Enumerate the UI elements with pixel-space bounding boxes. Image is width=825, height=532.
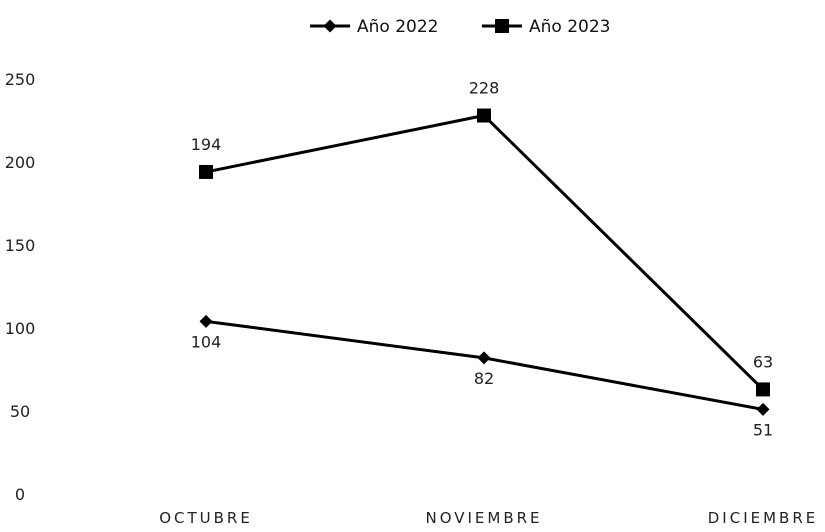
series-año-2023: 194 228 63 bbox=[191, 79, 773, 397]
series-layer: 104 82 51 194 228 63 bbox=[191, 79, 773, 440]
x-axis: OCTUBRE NOVIEMBRE DICIEMBRE bbox=[159, 509, 818, 527]
data-label: 82 bbox=[474, 369, 494, 388]
series-año-2022: 104 82 51 bbox=[191, 314, 773, 439]
y-tick-label: 50 bbox=[10, 402, 30, 421]
legend-label: Año 2023 bbox=[529, 17, 610, 37]
legend-item: Año 2022 bbox=[310, 17, 438, 37]
y-tick-label: 100 bbox=[5, 319, 36, 338]
data-label: 51 bbox=[753, 420, 773, 439]
y-tick-label: 200 bbox=[5, 153, 36, 172]
data-label: 228 bbox=[469, 79, 500, 98]
square-marker bbox=[477, 108, 491, 123]
y-axis: 0 50 100 150 200 250 bbox=[5, 70, 36, 504]
y-tick-label: 250 bbox=[5, 70, 36, 89]
legend: Año 2022 Año 2023 bbox=[310, 17, 610, 37]
legend-label: Año 2022 bbox=[357, 17, 438, 37]
y-tick-label: 150 bbox=[5, 236, 36, 255]
data-label: 63 bbox=[753, 352, 773, 371]
square-marker bbox=[495, 19, 509, 33]
x-category-label: NOVIEMBRE bbox=[425, 509, 542, 527]
diamond-marker bbox=[477, 351, 491, 365]
diamond-marker bbox=[756, 402, 770, 416]
legend-item: Año 2023 bbox=[482, 17, 610, 37]
square-marker bbox=[756, 382, 770, 397]
x-category-label: OCTUBRE bbox=[159, 509, 253, 527]
y-tick-label: 0 bbox=[15, 485, 25, 504]
series-line bbox=[205, 114, 765, 391]
series-line bbox=[205, 319, 764, 411]
x-category-label: DICIEMBRE bbox=[708, 509, 818, 527]
data-label: 104 bbox=[191, 332, 222, 351]
diamond-marker bbox=[323, 19, 337, 33]
square-marker bbox=[199, 164, 213, 179]
diamond-marker bbox=[199, 314, 213, 328]
data-label: 194 bbox=[191, 135, 222, 154]
